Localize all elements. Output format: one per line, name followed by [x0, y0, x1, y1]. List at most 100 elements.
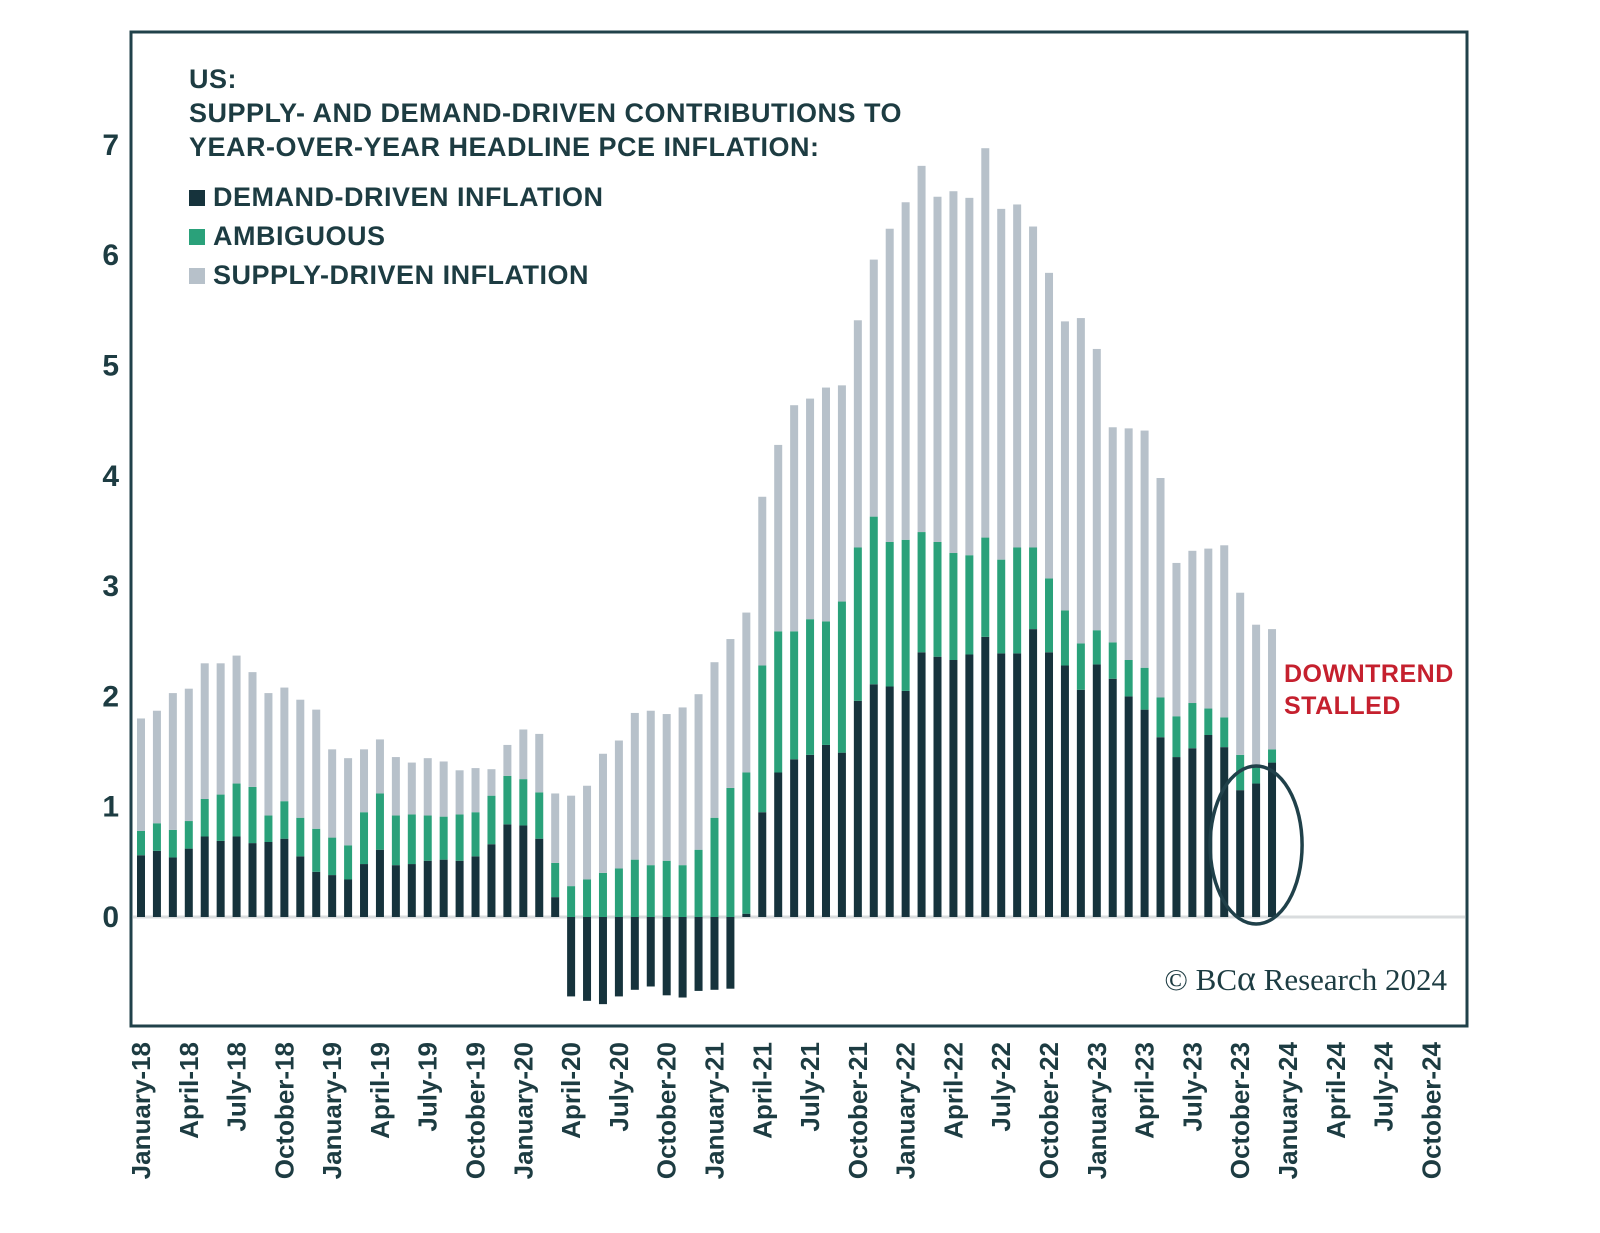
y-axis-tick-label: 7 [102, 129, 119, 162]
y-axis-tick-label: 2 [102, 680, 119, 713]
legend-item-ambiguous: AMBIGUOUS [189, 217, 603, 256]
bar-segment-supply [933, 196, 942, 542]
bar-segment-demand [1029, 629, 1038, 917]
bar-segment-demand [742, 913, 751, 917]
bar-segment-demand [949, 660, 958, 917]
x-axis-tick-label: April-23 [1130, 1042, 1160, 1139]
bar-segment-ambiguous [933, 541, 942, 657]
bar-segment-ambiguous [439, 816, 448, 860]
bar-segment-ambiguous [503, 775, 512, 825]
bar-segment-supply [391, 757, 400, 816]
x-axis-tick-label: April-18 [174, 1042, 204, 1139]
bar-segment-ambiguous [1108, 642, 1117, 679]
bar-segment-ambiguous [455, 814, 464, 861]
bar-segment-supply [694, 694, 703, 850]
bar-segment-demand-negative [614, 917, 623, 997]
bar-segment-supply [598, 753, 607, 873]
bar-segment-supply [328, 749, 337, 838]
bar-segment-supply [1140, 430, 1149, 668]
bar-segment-demand-negative [694, 917, 703, 991]
x-axis-tick-label: October-23 [1225, 1042, 1255, 1179]
bar-segment-ambiguous [471, 812, 480, 857]
bar-segment-ambiguous [869, 516, 878, 685]
y-axis-tick-label: 6 [102, 239, 119, 272]
bar-segment-ambiguous [184, 821, 193, 849]
bar-segment-supply [806, 398, 815, 620]
bar-segment-demand [806, 754, 815, 917]
bar-segment-demand-negative [567, 917, 576, 997]
chart-legend: DEMAND-DRIVEN INFLATION AMBIGUOUS SUPPLY… [189, 178, 603, 295]
bar-segment-ambiguous [391, 815, 400, 866]
bar-segment-demand [391, 865, 400, 917]
bar-segment-supply [678, 707, 687, 866]
y-axis-tick-label: 3 [102, 570, 119, 603]
bar-segment-ambiguous [598, 872, 607, 917]
bar-segment-demand [1108, 678, 1117, 917]
bar-segment-demand [296, 856, 305, 917]
bar-segment-demand [360, 864, 369, 917]
bar-segment-demand [551, 897, 560, 917]
bar-segment-demand [137, 855, 145, 917]
bar-segment-demand [1092, 664, 1101, 917]
bar-segment-ambiguous [1268, 749, 1277, 763]
bar-segment-ambiguous [821, 621, 830, 745]
bar-segment-demand [1220, 747, 1229, 917]
bar-segment-demand [933, 656, 942, 917]
bar-segment-demand [439, 859, 448, 917]
bar-segment-demand [837, 752, 846, 917]
bar-segment-supply [1029, 226, 1038, 548]
bar-segment-supply [821, 387, 830, 622]
bar-segment-ambiguous [853, 547, 862, 701]
bar-segment-supply [869, 259, 878, 517]
bar-segment-ambiguous [583, 879, 592, 917]
bar-segment-ambiguous [137, 830, 145, 856]
x-axis-tick-label: April-22 [938, 1042, 968, 1139]
bar-segment-demand [216, 840, 225, 917]
bar-segment-ambiguous [885, 541, 894, 687]
annotation-line-1: DOWNTREND [1284, 660, 1454, 688]
downtrend-stalled-ellipse [1208, 764, 1304, 926]
bar-segment-ambiguous [567, 886, 576, 917]
bar-segment-demand [1140, 709, 1149, 917]
bar-segment-ambiguous [296, 817, 305, 857]
bar-segment-supply [614, 740, 623, 869]
legend-swatch-demand-icon [189, 189, 205, 206]
bar-segment-ambiguous [264, 815, 273, 842]
bar-segment-supply [726, 639, 735, 788]
bar-segment-ambiguous [375, 793, 384, 850]
bar-segment-demand-negative [646, 917, 655, 987]
bar-segment-ambiguous [806, 619, 815, 755]
bar-segment-supply [662, 714, 671, 861]
bar-segment-demand-negative [726, 917, 735, 989]
bar-segment-demand [248, 843, 257, 917]
x-axis-tick-label: October-22 [1034, 1042, 1064, 1179]
bar-segment-supply [1236, 592, 1245, 755]
legend-label-supply: SUPPLY-DRIVEN INFLATION [213, 260, 590, 290]
bar-segment-demand [519, 825, 528, 917]
bar-segment-demand [487, 844, 496, 917]
bar-segment-demand [184, 848, 193, 917]
bar-segment-demand [407, 864, 416, 917]
bar-segment-demand [264, 841, 273, 917]
bar-segment-ambiguous [216, 794, 225, 841]
bar-segment-ambiguous [1060, 610, 1069, 666]
bar-segment-ambiguous [168, 829, 177, 858]
bar-segment-supply [885, 228, 894, 542]
bar-segment-ambiguous [1013, 547, 1022, 654]
x-axis-tick-label: July-18 [222, 1042, 252, 1132]
bar-segment-supply [710, 662, 719, 818]
bar-segment-ambiguous [487, 795, 496, 845]
legend-swatch-supply-icon [189, 267, 205, 284]
bar-segment-ambiguous [837, 601, 846, 753]
bar-segment-supply [1204, 548, 1213, 709]
plot-border [129, 30, 1469, 1028]
x-axis-tick-label: April-24 [1321, 1041, 1351, 1138]
bar-segment-ambiguous [662, 860, 671, 917]
bar-segment-demand [471, 856, 480, 917]
bar-segment-supply [168, 693, 177, 830]
bar-segment-ambiguous [1029, 547, 1038, 630]
bar-segment-supply [742, 612, 751, 773]
bar-segment-ambiguous [1172, 716, 1181, 758]
